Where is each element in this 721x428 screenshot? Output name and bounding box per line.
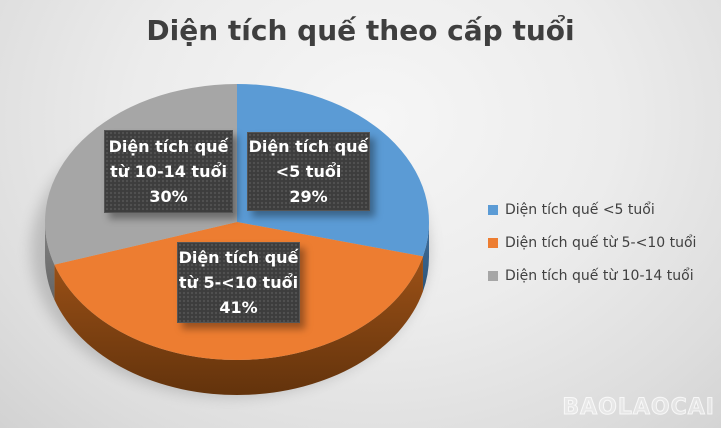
legend-label: Diện tích quế <5 tuổi	[505, 202, 655, 218]
watermark: BAOLAOCAI	[562, 395, 715, 421]
legend-label: Diện tích quế từ 5-<10 tuổi	[505, 235, 697, 251]
chart-title: Diện tích quế theo cấp tuổi	[146, 14, 575, 47]
slice-label-line: Diện tích quế	[178, 248, 299, 267]
slice-label-line: Diện tích quế	[108, 137, 229, 156]
slice-label-value: 30%	[149, 187, 188, 206]
legend-item-gray: Diện tích quế từ 10-14 tuổi	[488, 264, 696, 288]
pie-slice-wall-1	[54, 256, 423, 395]
pie-slice-wall-0	[422, 222, 429, 292]
slice-label-blue: Diện tích quế <5 tuổi 29%	[247, 132, 370, 211]
pie-slice-wall-2	[45, 222, 55, 300]
legend-label: Diện tích quế từ 10-14 tuổi	[505, 268, 694, 284]
slice-label-gray: Diện tích quế từ 10-14 tuổi 30%	[104, 130, 233, 213]
legend-marker-icon	[488, 238, 498, 248]
legend-marker-icon	[488, 271, 498, 281]
slice-label-line: từ 5-<10 tuổi	[178, 273, 299, 292]
legend-item-blue: Diện tích quế <5 tuổi	[488, 198, 696, 222]
chart-legend: Diện tích quế <5 tuổi Diện tích quế từ 5…	[488, 198, 696, 297]
slice-label-line: <5 tuổi	[275, 162, 342, 181]
slice-label-value: 29%	[289, 187, 328, 206]
slice-label-value: 41%	[219, 298, 258, 317]
slice-label-line: Diện tích quế	[248, 137, 369, 156]
legend-item-orange: Diện tích quế từ 5-<10 tuổi	[488, 231, 696, 255]
legend-marker-icon	[488, 205, 498, 215]
slice-label-line: từ 10-14 tuổi	[110, 162, 227, 181]
slice-label-orange: Diện tích quế từ 5-<10 tuổi 41%	[177, 242, 300, 323]
